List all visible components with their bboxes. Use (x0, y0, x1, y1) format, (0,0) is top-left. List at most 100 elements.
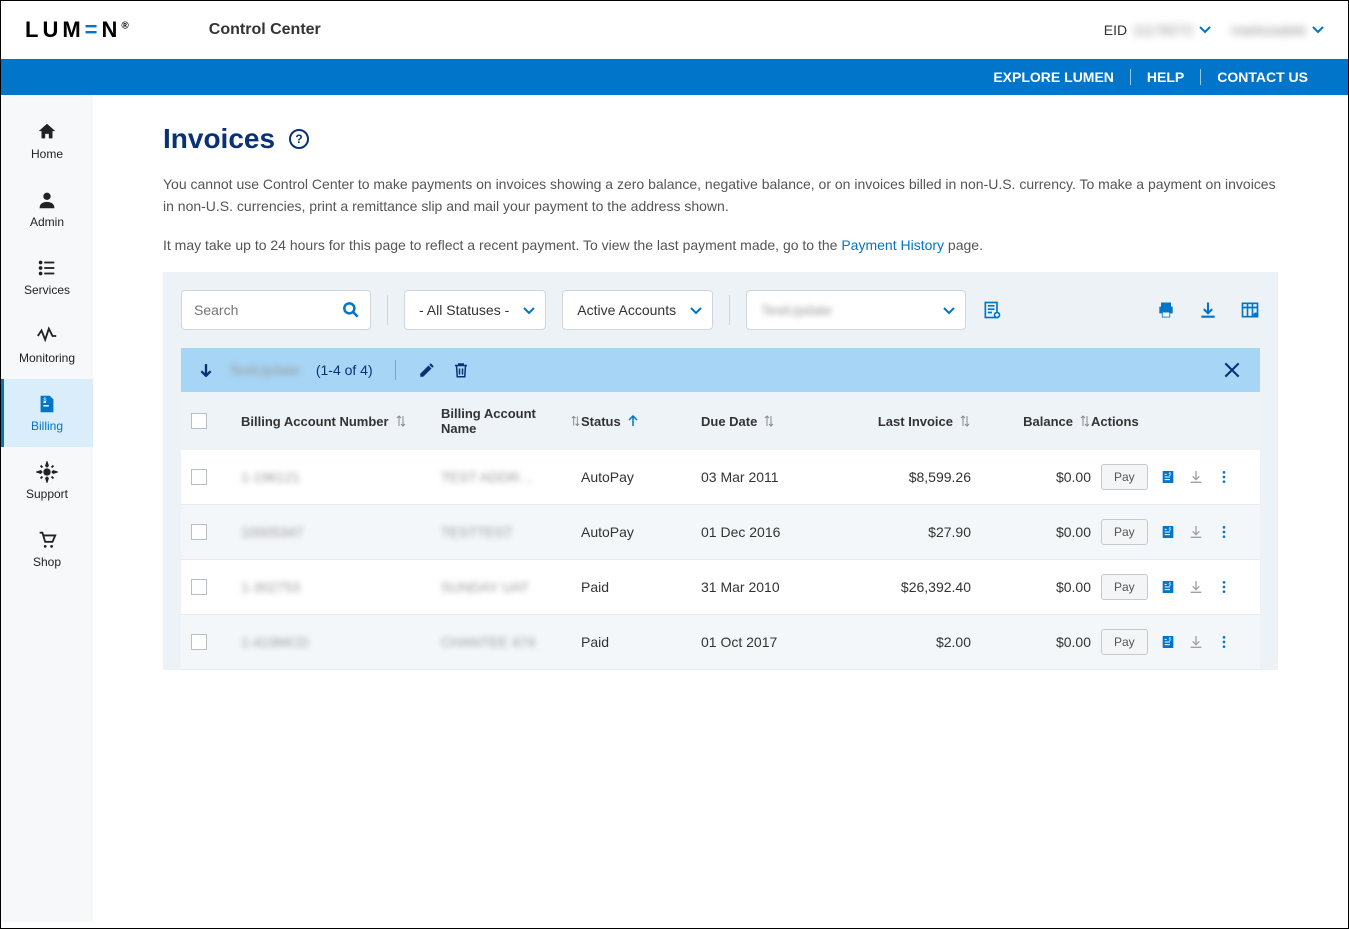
download-row-icon[interactable] (1188, 579, 1204, 595)
cell-acct-name: CHANTEE 474 (441, 634, 581, 650)
pay-button[interactable]: Pay (1101, 629, 1148, 655)
invoice-icon[interactable]: $ (1160, 579, 1176, 595)
col-balance[interactable]: Balance (971, 414, 1091, 429)
table-row: 10005347 TESTTEST AutoPay 01 Dec 2016 $2… (181, 505, 1260, 560)
sort-arrow-icon[interactable] (199, 363, 213, 377)
eid-value: 11178272 (1133, 22, 1193, 38)
payment-history-link[interactable]: Payment History (841, 237, 944, 253)
row-checkbox[interactable] (191, 579, 207, 595)
col-due[interactable]: Due Date (701, 414, 831, 429)
sort-icon (395, 415, 407, 427)
sidebar-item-label: Admin (30, 215, 64, 229)
col-status[interactable]: Status (581, 414, 701, 429)
edit-icon[interactable] (418, 361, 436, 379)
delete-icon[interactable] (452, 361, 470, 379)
cell-last-inv: $27.90 (831, 524, 971, 540)
contact-link[interactable]: CONTACT US (1201, 69, 1324, 85)
more-icon[interactable] (1216, 579, 1232, 595)
more-icon[interactable] (1216, 524, 1232, 540)
pay-button[interactable]: Pay (1101, 519, 1148, 545)
download-row-icon[interactable] (1188, 634, 1204, 650)
user-dropdown[interactable]: markosaleki (1231, 22, 1324, 38)
sort-icon (570, 415, 581, 427)
sort-icon (959, 415, 971, 427)
status-filter[interactable]: - All Statuses - (404, 290, 546, 330)
table-header: Billing Account Number Billing Account N… (181, 392, 1260, 450)
sidebar-item-admin[interactable]: Admin (1, 175, 93, 243)
eid-label: EID (1104, 22, 1127, 38)
col-acct-name[interactable]: Billing Account Name (441, 406, 581, 436)
cell-due: 03 Mar 2011 (701, 469, 831, 485)
print-icon[interactable] (1156, 300, 1176, 320)
svg-text:$: $ (1168, 527, 1171, 532)
cell-acct-num: 1-196121 (241, 469, 441, 485)
sidebar: Home Admin Services Monitoring $ Billing… (1, 95, 93, 922)
cell-status: AutoPay (581, 469, 701, 485)
sidebar-item-support[interactable]: Support (1, 447, 93, 515)
table-row: 1-419MCD CHANTEE 474 Paid 01 Oct 2017 $2… (181, 615, 1260, 670)
cell-acct-num: 1-302753 (241, 579, 441, 595)
search-icon[interactable] (341, 300, 361, 320)
cell-balance: $0.00 (971, 634, 1091, 650)
row-checkbox[interactable] (191, 634, 207, 650)
sidebar-item-services[interactable]: Services (1, 243, 93, 311)
add-report-icon[interactable] (982, 300, 1002, 320)
svg-text:$: $ (1168, 637, 1171, 642)
sidebar-item-shop[interactable]: Shop (1, 515, 93, 583)
cell-actions: Pay $ (1091, 464, 1250, 490)
columns-icon[interactable] (1240, 300, 1260, 320)
download-row-icon[interactable] (1188, 469, 1204, 485)
sidebar-item-label: Billing (31, 419, 63, 433)
download-row-icon[interactable] (1188, 524, 1204, 540)
sort-icon (763, 415, 775, 427)
services-icon (36, 257, 58, 279)
accounts-filter-label: Active Accounts (577, 302, 676, 318)
product-name: Control Center (209, 21, 321, 39)
eid-dropdown[interactable]: EID 11178272 (1104, 22, 1212, 38)
svg-text:$: $ (1168, 582, 1171, 587)
help-link[interactable]: HELP (1131, 69, 1200, 85)
monitoring-icon (36, 325, 58, 347)
more-icon[interactable] (1216, 634, 1232, 650)
top-header: LUM=N® Control Center EID 11178272 marko… (1, 1, 1348, 59)
close-icon[interactable] (1222, 360, 1242, 380)
invoices-table: Billing Account Number Billing Account N… (181, 392, 1260, 670)
selection-bar: TestUpdate (1-4 of 4) (181, 348, 1260, 392)
col-last-inv[interactable]: Last Invoice (831, 414, 971, 429)
select-all-checkbox[interactable] (191, 413, 207, 429)
selection-group-label: TestUpdate (229, 362, 300, 378)
accounts-filter[interactable]: Active Accounts (562, 290, 713, 330)
cell-balance: $0.00 (971, 469, 1091, 485)
group-filter[interactable]: TestUpdate (746, 290, 966, 330)
cell-actions: Pay $ (1091, 629, 1250, 655)
intro-2-pre: It may take up to 24 hours for this page… (163, 237, 841, 253)
intro-text-1: You cannot use Control Center to make pa… (163, 173, 1278, 218)
chevron-down-icon (690, 305, 702, 317)
table-row: 1-196121 TEST ADDR… AutoPay 03 Mar 2011 … (181, 450, 1260, 505)
pay-button[interactable]: Pay (1101, 574, 1148, 600)
more-icon[interactable] (1216, 469, 1232, 485)
invoice-icon[interactable]: $ (1160, 634, 1176, 650)
pay-button[interactable]: Pay (1101, 464, 1148, 490)
invoice-icon[interactable]: $ (1160, 469, 1176, 485)
download-icon[interactable] (1198, 300, 1218, 320)
explore-link[interactable]: EXPLORE LUMEN (977, 69, 1130, 85)
admin-icon (36, 189, 58, 211)
col-acct-num[interactable]: Billing Account Number (241, 414, 441, 429)
sidebar-item-billing[interactable]: $ Billing (1, 379, 93, 447)
row-checkbox[interactable] (191, 524, 207, 540)
row-checkbox[interactable] (191, 469, 207, 485)
sort-up-icon (627, 415, 639, 427)
cell-balance: $0.00 (971, 579, 1091, 595)
sidebar-item-monitoring[interactable]: Monitoring (1, 311, 93, 379)
sidebar-item-home[interactable]: Home (1, 107, 93, 175)
invoice-icon[interactable]: $ (1160, 524, 1176, 540)
main-content: Invoices ? You cannot use Control Center… (93, 95, 1348, 922)
chevron-down-icon (943, 305, 955, 317)
cell-acct-name: TEST ADDR… (441, 469, 581, 485)
status-filter-label: - All Statuses - (419, 302, 509, 318)
help-icon[interactable]: ? (289, 129, 309, 149)
support-icon (36, 461, 58, 483)
sidebar-item-label: Home (31, 147, 63, 161)
table-row: 1-302753 SUNDAY UAT Paid 31 Mar 2010 $26… (181, 560, 1260, 615)
